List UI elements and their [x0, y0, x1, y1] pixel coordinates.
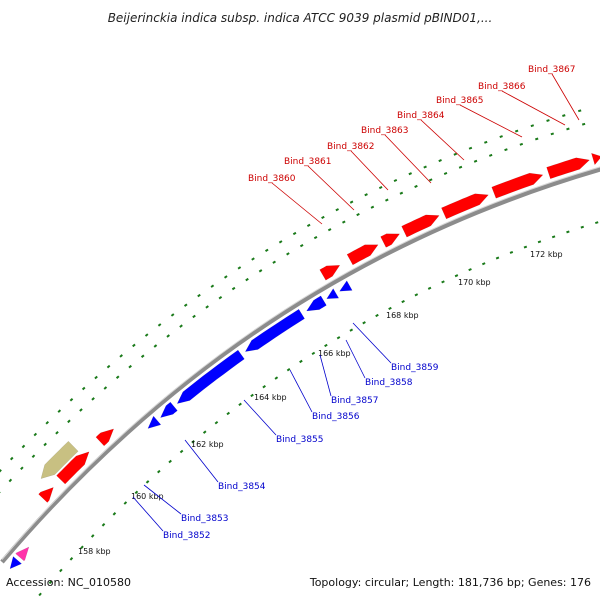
reverse-gene-arrow[interactable]	[147, 415, 162, 429]
reverse-gene-label: Bind_3854	[218, 482, 266, 492]
kbp-tick-label: 162 kbp	[191, 440, 224, 449]
forward-gene-arrow[interactable]	[491, 172, 544, 199]
forward-gene-arrow[interactable]	[38, 486, 54, 503]
leader-line	[319, 354, 332, 397]
gene-features	[9, 152, 600, 570]
forward-gene-label: Bind_3865	[436, 96, 484, 106]
forward-gene-arrow[interactable]	[346, 244, 379, 266]
reverse-gene-label: Bind_3859	[391, 363, 439, 373]
forward-gene-arrow[interactable]	[401, 214, 440, 238]
reverse-gene-arrow[interactable]	[176, 349, 245, 404]
reverse-gene-label: Bind_3857	[331, 396, 379, 406]
forward-gene-label: Bind_3867	[528, 65, 576, 75]
leader-line	[352, 322, 392, 364]
reverse-gene-arrow[interactable]	[326, 288, 340, 300]
kbp-tick-label: 160 kbp	[131, 492, 164, 501]
leader-line	[420, 119, 465, 161]
reverse-gene-label: Bind_3855	[276, 435, 324, 445]
leader-line	[271, 182, 323, 225]
reverse-gene-label: Bind_3858	[365, 378, 413, 388]
kbp-tick-label: 170 kbp	[458, 278, 491, 287]
leader-line	[501, 90, 566, 126]
leader-line	[184, 439, 219, 483]
olive-feature[interactable]	[40, 440, 79, 479]
leader-line	[350, 150, 389, 191]
forward-gene-label: Bind_3864	[397, 111, 445, 121]
tick-marks	[0, 109, 599, 597]
leader-line	[143, 484, 182, 515]
forward-gene-arrow[interactable]	[380, 233, 401, 248]
forward-gene-label: Bind_3860	[248, 174, 296, 184]
forward-gene-arrow[interactable]	[441, 193, 489, 220]
forward-gene-arrow[interactable]	[56, 451, 90, 485]
forward-gene-label: Bind_3861	[284, 157, 332, 167]
forward-gene-arrow[interactable]	[319, 265, 341, 281]
leader-line	[551, 73, 580, 121]
forward-gene-arrow[interactable]	[95, 428, 115, 447]
reverse-gene-arrow[interactable]	[9, 556, 23, 570]
kbp-tick-label: 166 kbp	[318, 349, 351, 358]
gene-labels: 158 kbp 160 kbp 162 kbp 164 kbp 166 kbp 168 k…	[78, 65, 580, 556]
map-title: Beijerinckia indica subsp. indica ATCC 9…	[108, 11, 493, 25]
leader-line	[459, 104, 523, 138]
reverse-gene-arrow[interactable]	[244, 308, 305, 352]
reverse-gene-arrow[interactable]	[339, 280, 353, 292]
kbp-tick-label: 158 kbp	[78, 547, 111, 556]
backbone	[0, 166, 600, 564]
reverse-gene-label: Bind_3853	[181, 514, 229, 524]
kbp-tick-label: 172 kbp	[530, 250, 563, 259]
leader-line	[384, 134, 432, 184]
reverse-gene-arrow[interactable]	[306, 295, 327, 312]
kbp-tick-label: 164 kbp	[254, 393, 287, 402]
reverse-gene-label: Bind_3852	[163, 531, 211, 541]
forward-gene-label: Bind_3862	[327, 142, 375, 152]
leader-line	[289, 369, 313, 413]
leader-line	[307, 165, 355, 211]
forward-gene-arrow[interactable]	[546, 157, 591, 180]
genome-summary-text: Topology: circular; Length: 181,736 bp; …	[309, 576, 591, 589]
forward-gene-arrow[interactable]	[591, 152, 600, 166]
pink-feature[interactable]	[15, 546, 30, 562]
leader-line	[132, 496, 164, 532]
kbp-tick-label: 168 kbp	[386, 311, 419, 320]
forward-gene-label: Bind_3866	[478, 82, 526, 92]
accession-text: Accession: NC_010580	[6, 576, 131, 589]
leader-line	[243, 399, 277, 436]
reverse-gene-arrow[interactable]	[160, 401, 178, 418]
forward-gene-label: Bind_3863	[361, 126, 409, 136]
leader-line	[345, 339, 366, 379]
reverse-gene-label: Bind_3856	[312, 412, 360, 422]
